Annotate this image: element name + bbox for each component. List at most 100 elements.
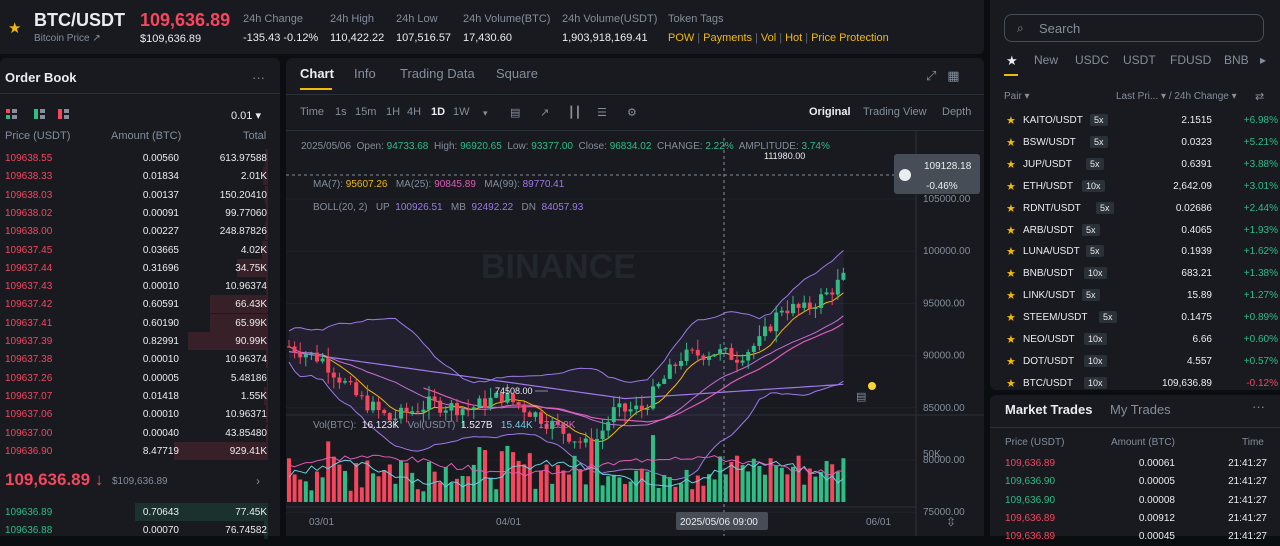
market-row[interactable]: ★ LUNA/USDT 5x 0.1939 +1.62% <box>990 241 1280 263</box>
favorites-tab-star-icon[interactable]: ★ <box>1006 53 1018 68</box>
view-depth[interactable]: Depth <box>942 106 972 118</box>
sell-side-view-icon[interactable] <box>58 109 69 120</box>
buy-side-view-icon[interactable] <box>34 109 45 120</box>
pair-subtitle-link[interactable]: Bitcoin Price ↗ <box>34 33 101 44</box>
more-intervals-icon[interactable]: ▾ <box>483 108 488 118</box>
favorite-star-icon[interactable]: ★ <box>1006 246 1016 259</box>
more-chevron-icon[interactable]: › <box>256 474 260 488</box>
ask-row[interactable]: 109637.43 0.00010 10.96374 <box>0 277 280 296</box>
swap-columns-icon[interactable]: ⇄ <box>1255 91 1265 103</box>
tabs-scroll-right-icon[interactable]: ▸ <box>1260 53 1267 67</box>
favorite-star-icon[interactable]: ★ <box>1006 268 1016 281</box>
market-row[interactable]: ★ KAITO/USDT 5x 2.1515 +6.98% <box>990 110 1280 132</box>
ask-row[interactable]: 109638.33 0.01834 2.01K <box>0 167 280 186</box>
market-tab-usdt[interactable]: USDT <box>1123 53 1156 67</box>
view-trading-view[interactable]: Trading View <box>863 106 927 118</box>
market-row[interactable]: ★ DOT/USDT 10x 4.557 +0.57% <box>990 351 1280 373</box>
volume-legend: Vol(BTC): 16.123K Vol(USDT) 1.527B 15.44… <box>313 420 575 431</box>
favorite-star-icon[interactable]: ★ <box>1006 377 1016 390</box>
market-tab-fdusd[interactable]: FDUSD <box>1170 53 1212 67</box>
tab-chart[interactable]: Chart <box>300 66 334 81</box>
market-tab-usdc[interactable]: USDC <box>1075 53 1110 67</box>
ask-row[interactable]: 109637.07 0.01418 1.55K <box>0 386 280 405</box>
more-options-icon[interactable]: ··· <box>1252 399 1265 414</box>
candle-type-icon[interactable]: ┃┃ <box>568 107 582 119</box>
drawing-tools-icon[interactable]: ☰ <box>597 107 607 119</box>
favorite-star-icon[interactable]: ★ <box>1006 334 1016 346</box>
tag-link[interactable]: Price Protection <box>811 32 889 44</box>
favorite-star-icon[interactable]: ★ <box>1006 115 1016 127</box>
indicator-icon[interactable]: ↗ <box>540 107 550 119</box>
interval-1s[interactable]: 1s <box>335 106 347 118</box>
market-row[interactable]: ★ NEO/USDT 10x 6.66 +0.60% <box>990 329 1280 351</box>
tab-market-trades[interactable]: Market Trades <box>1005 402 1093 417</box>
candlestick-chart[interactable]: BINANCE 105000.00 100000.00 95000.00 90000.0… <box>286 58 984 536</box>
market-row[interactable]: ★ ARB/USDT 5x 0.4065 +1.93% <box>990 220 1280 242</box>
ask-row[interactable]: 109637.38 0.00010 10.96374 <box>0 350 280 369</box>
ask-row[interactable]: 109638.00 0.00227 248.87826 <box>0 222 280 241</box>
favorite-star-icon[interactable]: ★ <box>1006 202 1016 215</box>
bid-row[interactable]: 109636.88 0.00070 76.74582 <box>0 521 280 539</box>
favorite-star-icon[interactable]: ★ <box>1006 290 1016 303</box>
favorite-star-icon[interactable]: ★ <box>1006 158 1016 171</box>
ask-row[interactable]: 109636.90 8.47719 929.41K <box>0 441 280 460</box>
market-row[interactable]: ★ RDNT/USDT 5x 0.02686 +2.44% <box>990 198 1280 220</box>
market-tab-new[interactable]: New <box>1034 53 1059 67</box>
view-original[interactable]: Original <box>809 106 851 118</box>
tab-trading-data[interactable]: Trading Data <box>400 66 475 81</box>
interval-1w[interactable]: 1W <box>453 106 470 118</box>
market-tab-bnb[interactable]: BNB <box>1224 53 1249 67</box>
col-pair-header[interactable]: Pair ▾ <box>1004 91 1030 102</box>
market-row[interactable]: ★ JUP/USDT 5x 0.6391 +3.88% <box>990 154 1280 176</box>
tab-my-trades[interactable]: My Trades <box>1110 402 1171 417</box>
ask-row[interactable]: 109637.39 0.82991 90.99K <box>0 332 280 350</box>
reset-scale-icon[interactable]: ⇳ <box>946 515 956 529</box>
drawing-list-icon[interactable]: ▤ <box>856 390 866 403</box>
tab-info[interactable]: Info <box>354 66 376 81</box>
col-last-change-header[interactable]: Last Pri... ▾ / 24h Change ▾ <box>1116 91 1237 102</box>
interval-1h[interactable]: 1H <box>386 106 401 118</box>
favorite-star-icon[interactable]: ★ <box>1006 136 1016 149</box>
market-row[interactable]: ★ ETH/USDT 10x 2,642.09 +3.01% <box>990 176 1280 198</box>
interval-15m[interactable]: 15m <box>355 106 377 118</box>
more-options-icon[interactable]: ··· <box>252 70 265 85</box>
tab-square[interactable]: Square <box>496 66 538 81</box>
ask-row[interactable]: 109637.26 0.00005 5.48186 <box>0 368 280 387</box>
ask-row[interactable]: 109637.41 0.60190 65.99K <box>0 313 280 332</box>
interval-1d[interactable]: 1D <box>431 106 446 118</box>
market-row[interactable]: ★ BTC/USDT 10x 109,636.89 -0.12% <box>990 373 1280 395</box>
tag-link[interactable]: POW <box>668 32 695 44</box>
expand-icon[interactable]: ⤢ <box>926 68 937 83</box>
bid-row[interactable]: 109636.89 0.70643 77.45K <box>0 503 280 521</box>
ask-row[interactable]: 109638.55 0.00560 613.97588 <box>0 149 280 167</box>
chart-settings-icon[interactable]: ⚙ <box>627 107 637 119</box>
toolbar-time[interactable]: Time <box>300 106 325 118</box>
market-row[interactable]: ★ BSW/USDT 5x 0.0323 +5.21% <box>990 132 1280 154</box>
favorite-star-icon[interactable]: ★ <box>1006 180 1016 193</box>
ask-row[interactable]: 109637.44 0.31696 34.75K <box>0 258 280 277</box>
ask-row[interactable]: 109638.03 0.00137 150.20410 <box>0 185 280 204</box>
calendar-icon[interactable]: ▤ <box>510 107 521 119</box>
precision-select[interactable]: 0.01 ▾ <box>231 110 261 122</box>
pair-title[interactable]: BTC/USDT <box>34 10 125 30</box>
ask-row[interactable]: 109637.45 0.03665 4.02K <box>0 240 280 259</box>
tag-link[interactable]: Hot <box>785 32 803 44</box>
ask-row[interactable]: 109638.02 0.00091 99.77060 <box>0 203 280 222</box>
layout-grid-icon[interactable]: ▦ <box>947 68 960 83</box>
tag-link[interactable]: Payments <box>703 32 753 44</box>
market-row[interactable]: ★ LINK/USDT 5x 15.89 +1.27% <box>990 285 1280 307</box>
ask-row[interactable]: 109637.00 0.00040 43.85480 <box>0 423 280 442</box>
interval-4h[interactable]: 4H <box>407 106 422 118</box>
ask-row[interactable]: 109637.42 0.60591 66.43K <box>0 295 280 314</box>
volume-bar <box>365 460 370 502</box>
market-row[interactable]: ★ STEEM/USDT 5x 0.1475 +0.89% <box>990 307 1280 329</box>
favorite-star-icon[interactable]: ★ <box>1006 312 1016 325</box>
favorite-star-icon[interactable]: ★ <box>8 20 22 37</box>
ask-row[interactable]: 109637.06 0.00010 10.96371 <box>0 405 280 424</box>
favorite-star-icon[interactable]: ★ <box>1006 355 1016 368</box>
market-row[interactable]: ★ BNB/USDT 10x 683.21 +1.38% <box>990 263 1280 285</box>
search-input[interactable]: ⌕ Search <box>1004 14 1264 42</box>
favorite-star-icon[interactable]: ★ <box>1006 224 1016 237</box>
tag-link[interactable]: Vol <box>760 32 777 44</box>
both-sides-view-icon[interactable] <box>6 109 17 120</box>
